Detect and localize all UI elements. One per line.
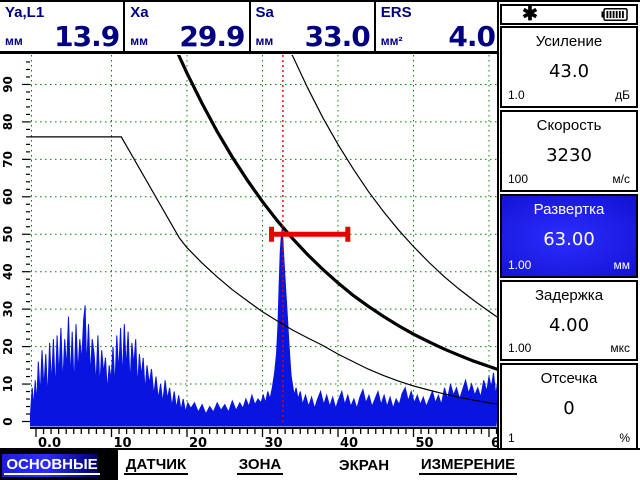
menu-item-probe[interactable]: ДАТЧИК (123, 456, 189, 475)
svg-text:60: 60 (1, 188, 15, 205)
gate-marker[interactable] (269, 226, 351, 242)
signal-trace (30, 228, 497, 427)
measure-unit: мм² (380, 34, 403, 48)
measure-unit: мм (130, 34, 149, 48)
parameter-sidebar: ✱ Усиление 43.0 1.0 дБ Скорость 3230 100 м… (499, 0, 640, 480)
svg-text:30: 30 (1, 301, 15, 318)
param-delay[interactable]: Задержка 4.00 1.00 мкс (500, 280, 638, 361)
dac-curve-main (176, 55, 497, 371)
svg-text:40: 40 (1, 263, 15, 280)
measure-value: 13.9 (54, 20, 120, 53)
param-value: 4.00 (548, 315, 590, 336)
param-step: 1 (508, 431, 515, 445)
grid-lines (30, 55, 497, 427)
param-name: Усиление (535, 33, 603, 50)
y-axis-ruler: 0 10 20 30 40 50 60 70 80 90 (0, 54, 30, 440)
battery-full-icon (601, 8, 628, 21)
param-name: Отсечка (540, 370, 598, 387)
y-ruler-svg: 0 10 20 30 40 50 60 70 80 90 (1, 61, 30, 426)
param-value: 0 (563, 398, 575, 419)
param-name: Развертка (533, 201, 605, 218)
dac-curve-upper (291, 55, 497, 318)
svg-text:0.0: 0.0 (38, 436, 61, 449)
measure-cell-xa: Xa мм 29.9 (123, 2, 248, 53)
x-axis-ruler: 0.0 10 20 30 40 50 60 (0, 427, 497, 449)
measure-unit: мм (5, 34, 23, 48)
param-step: 1.00 (508, 341, 532, 355)
dac-curve-lower (30, 136, 497, 405)
menu-item-zone[interactable]: ЗОНА (236, 456, 284, 475)
measure-label: Xa (130, 4, 149, 21)
svg-text:20: 20 (189, 436, 207, 449)
measure-label: Ya,L1 (5, 4, 45, 21)
param-reject[interactable]: Отсечка 0 1% (500, 363, 638, 451)
param-step: 1.0 (508, 88, 525, 102)
svg-text:30: 30 (265, 436, 283, 449)
param-value: 3230 (546, 145, 592, 166)
status-header: ✱ (500, 4, 638, 25)
param-unit: % (619, 431, 630, 445)
svg-text:40: 40 (340, 436, 358, 449)
param-unit: мкс (610, 341, 630, 355)
menu-item-basic[interactable]: ОСНОВНЫЕ (0, 450, 104, 480)
svg-text:70: 70 (1, 151, 15, 168)
param-step: 100 (508, 172, 529, 186)
measurement-bar: Ya,L1 мм 13.9 Xa мм 29.9 Sa мм 33.0 ERS … (0, 0, 499, 54)
measure-value: 29.9 (179, 20, 245, 53)
x-ruler-svg: 0.0 10 20 30 40 50 60 (30, 427, 497, 449)
asterisk-indicator-icon: ✱ (522, 3, 538, 25)
param-unit: мм (613, 258, 631, 272)
param-velocity[interactable]: Скорость 3230 100 м/с (500, 110, 638, 192)
param-value: 43.0 (548, 61, 590, 82)
param-value: 63.00 (543, 229, 595, 250)
measure-value: 4.0 (448, 20, 496, 53)
svg-text:60: 60 (491, 436, 497, 449)
svg-text:80: 80 (1, 114, 15, 131)
param-name: Скорость (536, 117, 602, 134)
measure-cell-sa: Sa мм 33.0 (248, 2, 374, 53)
ascan-svg (30, 55, 497, 427)
menu-item-measure[interactable]: ИЗМЕРЕНИЕ (418, 456, 518, 475)
svg-text:50: 50 (1, 226, 15, 243)
main-menu-bar: ОСНОВНЫЕ ДАТЧИК ЗОНА ЭКРАН ИЗМЕРЕНИЕ (0, 448, 640, 480)
svg-text:90: 90 (1, 76, 15, 93)
measure-value: 33.0 (304, 20, 371, 53)
measure-label: Sa (255, 4, 274, 21)
measure-cell-ers: ERS мм² 4.0 (373, 2, 499, 53)
param-unit: м/с (612, 172, 630, 186)
param-name: Задержка (534, 287, 604, 304)
param-unit: дБ (615, 88, 630, 102)
plot-sidebar-divider (497, 0, 499, 450)
svg-text:10: 10 (1, 376, 15, 393)
svg-text:10: 10 (114, 436, 132, 449)
measure-cell-ya: Ya,L1 мм 13.9 (0, 2, 123, 53)
param-range[interactable]: Развертка 63.00 1.00 мм (500, 194, 638, 278)
svg-text:50: 50 (416, 436, 434, 449)
measure-label: ERS (380, 4, 412, 21)
menu-items: ОСНОВНЫЕ ДАТЧИК ЗОНА ЭКРАН ИЗМЕРЕНИЕ (0, 450, 520, 480)
menu-item-display[interactable]: ЭКРАН (338, 457, 390, 474)
svg-text:20: 20 (1, 338, 15, 355)
ascan-plot (30, 55, 497, 427)
param-step: 1.00 (508, 258, 532, 272)
param-gain[interactable]: Усиление 43.0 1.0 дБ (500, 26, 638, 108)
measure-unit: мм (255, 34, 274, 48)
svg-text:0: 0 (1, 417, 15, 425)
